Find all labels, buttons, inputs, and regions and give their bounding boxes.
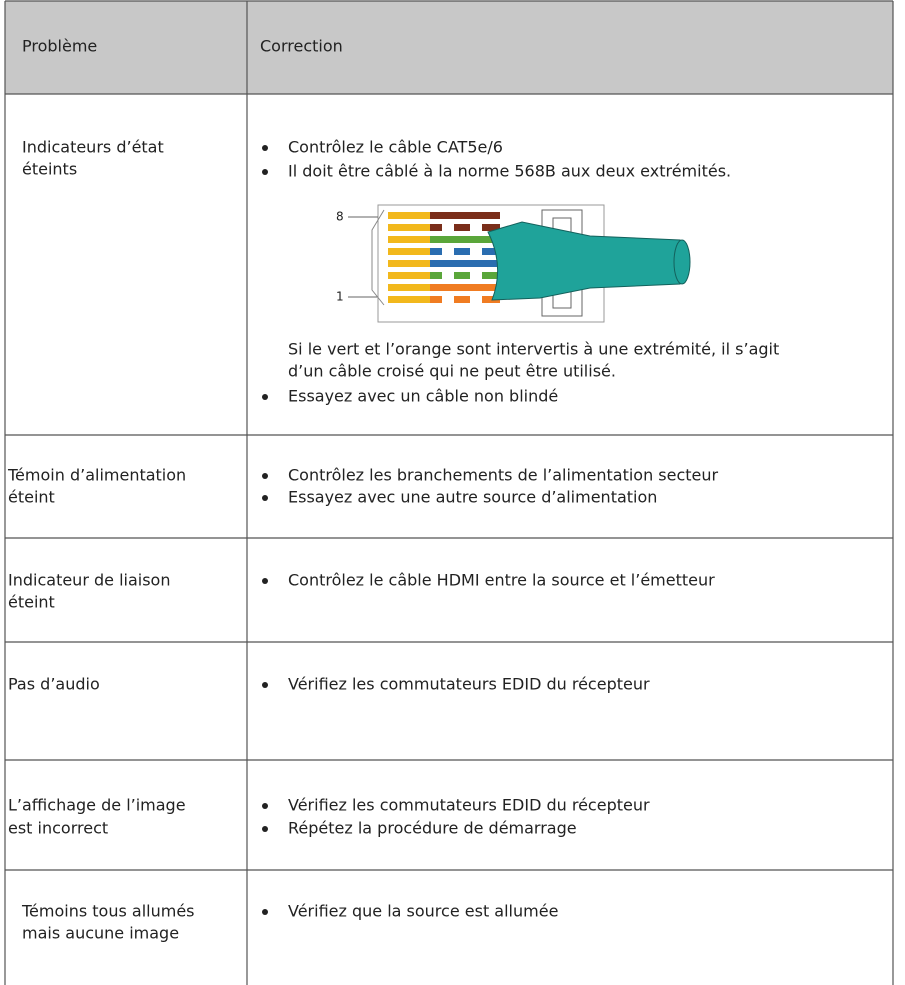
correction-item: Contrôlez le câble CAT5e/6 xyxy=(288,138,503,157)
problem-text: Témoin d’alimentation xyxy=(7,466,186,485)
problem-text: éteint xyxy=(8,593,55,612)
bullet xyxy=(262,473,268,479)
wire-stripe xyxy=(442,272,454,279)
wire-stripe xyxy=(442,224,454,231)
pin xyxy=(388,236,430,243)
header-background xyxy=(5,1,893,94)
correction-note: d’un câble croisé qui ne peut être utili… xyxy=(288,362,616,381)
pin xyxy=(388,224,430,231)
problem-text: est incorrect xyxy=(8,819,108,838)
problem-text: L’affichage de l’image xyxy=(8,796,186,815)
correction-item: Essayez avec un câble non blindé xyxy=(288,387,558,406)
correction-item: Vérifiez que la source est allumée xyxy=(288,902,558,921)
wire xyxy=(430,248,500,255)
pin xyxy=(388,296,430,303)
wire xyxy=(430,236,500,243)
bullet xyxy=(262,909,268,915)
bullet xyxy=(262,682,268,688)
correction-item: Essayez avec une autre source d’alimenta… xyxy=(288,488,657,507)
problem-text: Témoins tous allumés xyxy=(21,902,195,921)
wire xyxy=(430,272,500,279)
figure-label: 1 xyxy=(336,290,344,304)
rj45-diagram: 81 xyxy=(336,204,691,323)
problem-text: Indicateurs d’état xyxy=(22,138,164,157)
correction-item: Vérifiez les commutateurs EDID du récept… xyxy=(288,675,650,694)
correction-item: Contrôlez les branchements de l’alimenta… xyxy=(288,466,719,485)
correction-item: Répétez la procédure de démarrage xyxy=(288,819,577,838)
problem-text: Indicateur de liaison xyxy=(8,571,170,590)
wire-stripe xyxy=(442,296,454,303)
bullet xyxy=(262,803,268,809)
cable-end xyxy=(673,239,691,285)
wire-stripe xyxy=(442,248,454,255)
header-cell: Problème xyxy=(22,37,97,56)
pin xyxy=(388,248,430,255)
correction-item: Vérifiez les commutateurs EDID du récept… xyxy=(288,796,650,815)
wire-stripe xyxy=(470,248,482,255)
wire xyxy=(430,212,500,219)
problem-text: éteints xyxy=(22,160,77,179)
pin xyxy=(388,212,430,219)
wire xyxy=(430,284,500,291)
bullet xyxy=(262,145,268,151)
bullet xyxy=(262,394,268,400)
wire-stripe xyxy=(470,296,482,303)
wire xyxy=(430,260,500,267)
correction-note: Si le vert et l’orange sont intervertis … xyxy=(288,340,779,359)
wire xyxy=(430,296,500,303)
pin xyxy=(388,284,430,291)
bullet xyxy=(262,495,268,501)
header-cell: Correction xyxy=(260,37,343,56)
correction-item: Il doit être câblé à la norme 568B aux d… xyxy=(288,162,731,181)
bullet xyxy=(262,169,268,175)
pin xyxy=(388,260,430,267)
bullet xyxy=(262,826,268,832)
wire-stripe xyxy=(470,224,482,231)
wire xyxy=(430,224,500,231)
bullet xyxy=(262,578,268,584)
problem-text: mais aucune image xyxy=(22,924,179,943)
problem-text: Pas d’audio xyxy=(8,675,100,694)
problem-text: éteint xyxy=(8,488,55,507)
pin xyxy=(388,272,430,279)
correction-item: Contrôlez le câble HDMI entre la source … xyxy=(288,571,715,590)
figure-label: 8 xyxy=(336,210,344,224)
wire-stripe xyxy=(470,272,482,279)
cable xyxy=(487,221,681,301)
